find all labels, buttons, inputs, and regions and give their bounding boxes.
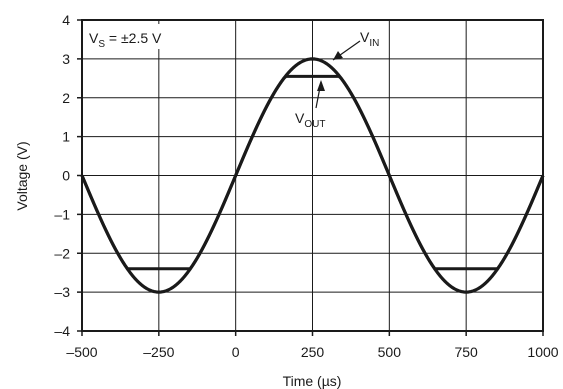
series-line-vin [80, 57, 545, 294]
y-tick-label: –4 [54, 323, 70, 339]
y-tick-label: 1 [62, 129, 70, 145]
y-tick-label: –1 [54, 206, 70, 222]
supply-annotation: VS = ±2.5 V [86, 24, 190, 50]
x-tick-label: 750 [454, 344, 478, 360]
x-tick-label: 0 [232, 344, 240, 360]
svg-text:VS = ±2.5 V: VS = ±2.5 V [89, 30, 162, 50]
series-group [80, 57, 545, 294]
vin-annotation: VIN [332, 29, 379, 61]
svg-text:VIN: VIN [360, 29, 379, 49]
vout-annotation: VOUT [295, 80, 325, 130]
y-tick-label: –2 [54, 245, 70, 261]
y-tick-label: –3 [54, 284, 70, 300]
vin-arrowhead [333, 51, 343, 60]
x-axis-label: Time (µs) [283, 373, 342, 389]
svg-text:VOUT: VOUT [295, 110, 325, 130]
supply-annotation-box [86, 24, 190, 49]
x-tick-label: –500 [66, 344, 97, 360]
y-axis-ticks: 4 3 2 1 0 –1 –2 –3 –4 [54, 12, 82, 339]
y-axis-label: Voltage (V) [14, 141, 30, 210]
x-tick-label: 500 [378, 344, 402, 360]
y-tick-label: 2 [62, 90, 70, 106]
series-line-vout [80, 74, 545, 271]
y-tick-label: 3 [62, 51, 70, 67]
y-tick-label: 4 [62, 12, 70, 28]
x-tick-label: 1000 [527, 344, 558, 360]
grid [82, 20, 543, 331]
y-tick-label: 0 [62, 168, 70, 184]
x-tick-label: –250 [143, 344, 174, 360]
x-tick-label: 250 [301, 344, 325, 360]
vout-arrowhead [317, 80, 325, 91]
x-axis-ticks: –500 –250 0 250 500 750 1000 [66, 331, 559, 360]
